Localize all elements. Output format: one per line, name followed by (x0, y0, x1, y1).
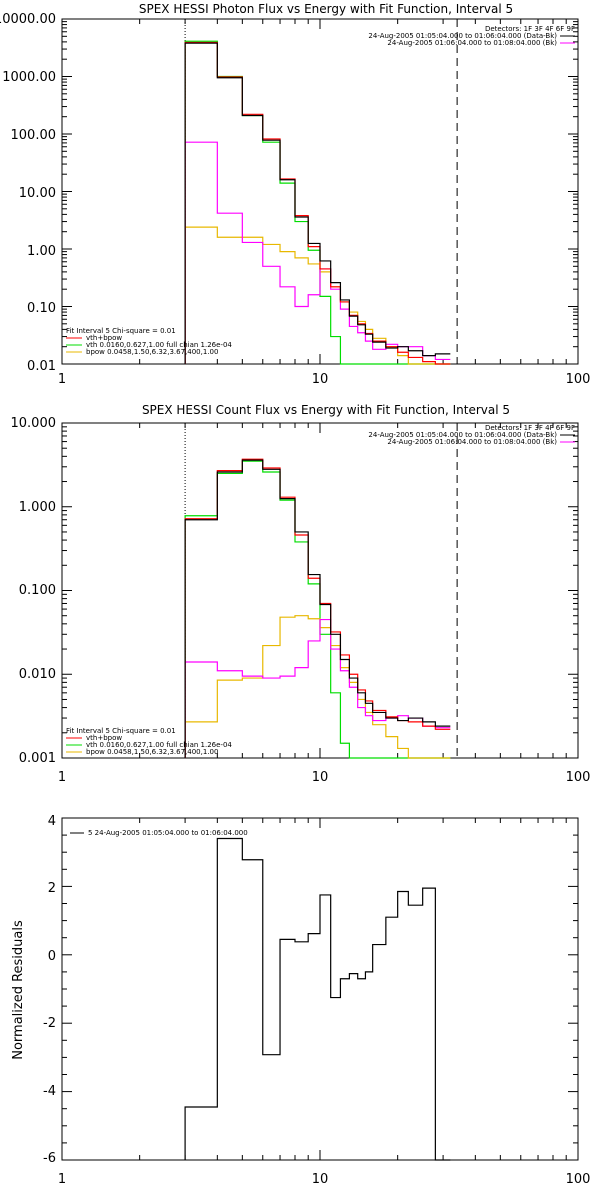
panel2-series (184, 423, 458, 759)
x-tick-label: 10 (312, 1172, 329, 1187)
fit-vth-label: vth 0.0160,0.627,1.00 full chian 1.26e-0… (86, 741, 232, 749)
panel1-y-labels: 10000.00 1000.00 100.00 10.00 1.00 0.10 … (0, 12, 56, 374)
series-line-bk (184, 141, 451, 364)
y-tick-label: -2 (43, 1016, 56, 1031)
panel3-x-ticks (61, 818, 567, 1160)
legend-data-label: 24-Aug-2005 01:05:04.000 to 01:06:04.000… (368, 431, 557, 439)
panel2-x-labels: 1 10 100 (58, 770, 591, 785)
series-line-bk (184, 618, 451, 758)
fit-bpow-label: bpow 0.0458,1.50,6.32,3.67,400,1.00 (86, 348, 218, 356)
fit-vth-label: vth 0.0160,0.627,1.00 full chian 1.26e-0… (86, 341, 232, 349)
y-tick-label: 0.10 (27, 301, 56, 316)
x-tick-label: 100 (566, 1172, 591, 1187)
count-flux-panel: SPEX HESSI Count Flux vs Energy with Fit… (11, 403, 591, 785)
residual-legend-label: 5 24-Aug-2005 01:05:04.000 to 01:06:04.0… (88, 829, 248, 837)
y-tick-label: 2 (48, 881, 56, 896)
detectors-label: Detectors: 1F 3F 4F 6F 9F (485, 424, 575, 432)
x-tick-label: 10 (312, 372, 329, 387)
residuals-panel: Normalized Residuals 4 2 0 -2 -4 -6 1 10… (11, 814, 590, 1187)
panel2-x-ticks (61, 423, 567, 758)
fit-header: Fit Interval 5 Chi-square = 0.01 (66, 327, 176, 335)
panel1-fit-legend: Fit Interval 5 Chi-square = 0.01 vth+bpo… (66, 327, 232, 356)
series-line-sum (184, 41, 451, 365)
y-tick-label: 10000.00 (0, 12, 56, 27)
series-line-vth (184, 40, 451, 365)
x-tick-label: 10 (312, 770, 329, 785)
y-tick-label: 1.00 (27, 244, 56, 259)
y-tick-label: 1.000 (19, 500, 56, 515)
panel3-y-labels: 4 2 0 -2 -4 -6 (43, 814, 56, 1166)
x-tick-label: 1 (58, 770, 66, 785)
panel3-y-ticks (62, 817, 578, 1161)
fit-sum-label: vth+bpow (86, 334, 122, 342)
y-tick-label: 0 (48, 949, 56, 964)
fit-sum-label: vth+bpow (86, 734, 122, 742)
x-tick-label: 100 (566, 770, 591, 785)
detectors-label: Detectors: 1F 3F 4F 6F 9F (485, 25, 575, 33)
panel1-series (184, 19, 458, 365)
panel1-x-labels: 1 10 100 (58, 372, 591, 387)
y-tick-label: 0.001 (19, 751, 56, 766)
y-tick-label: 0.100 (19, 583, 56, 598)
residuals-y-axis-label: Normalized Residuals (11, 920, 26, 1060)
panel3-x-labels: 1 10 100 (58, 1172, 591, 1187)
series-line-total (184, 837, 451, 1161)
y-tick-label: 0.01 (27, 359, 56, 374)
series-line-vth (184, 460, 451, 759)
x-tick-label: 1 (58, 372, 66, 387)
y-tick-label: 10.000 (11, 416, 57, 431)
panel1-y-ticks (62, 21, 578, 365)
fit-header: Fit Interval 5 Chi-square = 0.01 (66, 727, 176, 735)
x-tick-label: 100 (566, 372, 591, 387)
panel1-legend: Detectors: 1F 3F 4F 6F 9F 24-Aug-2005 01… (368, 25, 575, 47)
series-line-total (184, 42, 451, 364)
panel3-series (184, 837, 451, 1161)
panel2-y-ticks (62, 426, 578, 759)
y-tick-label: 10.00 (19, 186, 56, 201)
y-tick-label: 0.010 (19, 667, 56, 682)
panel1-x-ticks (61, 19, 567, 364)
panel1-title: SPEX HESSI Photon Flux vs Energy with Fi… (139, 2, 513, 16)
legend-bk-label: 24-Aug-2005 01:06:04.000 to 01:08:04.000… (387, 438, 557, 446)
y-tick-label: -4 (43, 1084, 56, 1099)
x-tick-label: 1 (58, 1172, 66, 1187)
series-line-bpow (184, 615, 451, 759)
fit-bpow-label: bpow 0.0458,1.50,6.32,3.67,400,1.00 (86, 748, 218, 756)
panel2-fit-legend: Fit Interval 5 Chi-square = 0.01 vth+bpo… (66, 727, 232, 756)
y-tick-label: 1000.00 (2, 70, 56, 85)
series-line-total (184, 459, 451, 758)
legend-bk-label: 24-Aug-2005 01:06:04.000 to 01:08:04.000… (387, 39, 557, 47)
panel2-y-labels: 10.000 1.000 0.100 0.010 0.001 (11, 416, 57, 766)
panel1-frame (61, 18, 579, 365)
panel2-legend: Detectors: 1F 3F 4F 6F 9F 24-Aug-2005 01… (368, 424, 575, 446)
y-tick-label: -6 (43, 1151, 56, 1166)
y-tick-label: 100.00 (11, 128, 57, 143)
panel2-title: SPEX HESSI Count Flux vs Energy with Fit… (142, 403, 510, 417)
photon-flux-panel: SPEX HESSI Photon Flux vs Energy with Fi… (0, 2, 590, 387)
panel3-frame (61, 817, 579, 1161)
panel3-legend: 5 24-Aug-2005 01:05:04.000 to 01:06:04.0… (70, 829, 248, 837)
y-tick-label: 4 (48, 814, 56, 829)
series-line-sum (184, 458, 451, 758)
legend-data-label: 24-Aug-2005 01:05:04.000 to 01:06:04.000… (368, 32, 557, 40)
